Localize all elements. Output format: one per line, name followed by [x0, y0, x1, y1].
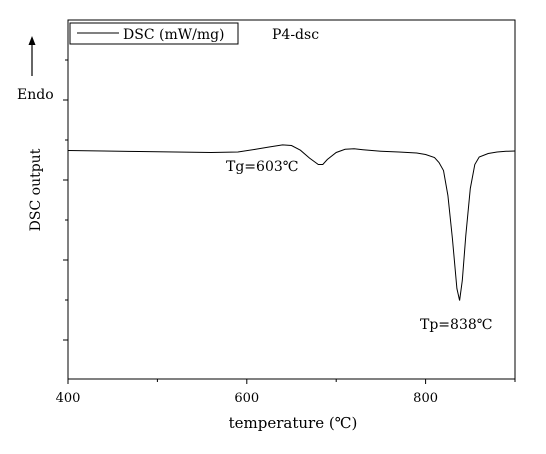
dsc-curve: [67, 144, 516, 301]
x-tick-label: 600: [234, 391, 259, 406]
x-tick-label: 800: [413, 391, 438, 406]
legend-label: DSC (mW/mg): [123, 27, 225, 43]
legend-box: [69, 22, 239, 45]
x-axis-tick-labels: 400 600 800: [56, 391, 438, 406]
sample-label: P4-dsc: [272, 27, 319, 43]
x-tick-label: 400: [56, 391, 81, 406]
endo-label: Endo: [17, 87, 54, 103]
y-axis-ticks: [63, 59, 68, 341]
annotation-tp: Tp=838℃: [420, 317, 492, 333]
plot-frame: [67, 19, 516, 380]
x-axis-ticks: [67, 379, 516, 384]
annotation-tg: Tg=603℃: [226, 159, 298, 175]
endo-arrow-head: [28, 36, 36, 45]
y-axis-label: DSC output: [28, 148, 44, 231]
x-axis-label: temperature (℃): [229, 414, 358, 432]
